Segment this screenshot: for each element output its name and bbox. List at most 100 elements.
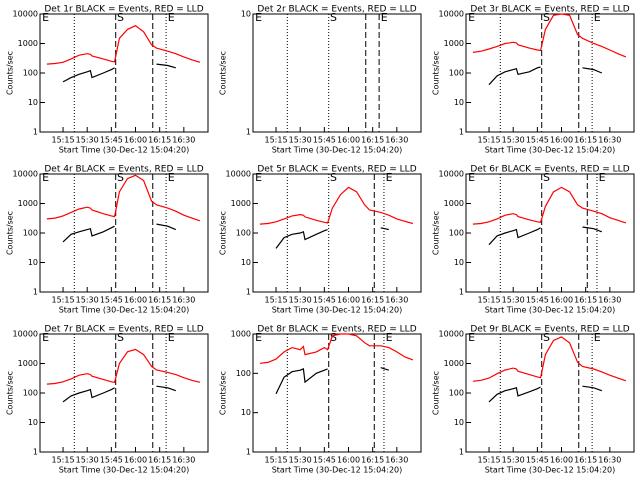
chart-title: Det 1r BLACK = Events, RED = LLD: [44, 5, 203, 15]
y-tick-label: 10: [454, 98, 464, 107]
annotation: E: [468, 331, 475, 344]
x-tick-label: 15:45: [526, 456, 549, 465]
plot-frame: [465, 333, 635, 453]
x-tick-label: 15:45: [313, 296, 336, 305]
annotation: E: [386, 171, 393, 184]
x-tick-label: 15:45: [526, 296, 549, 305]
chart-title: Det 7r BLACK = Events, RED = LLD: [44, 325, 203, 335]
x-tick-label: 15:30: [76, 296, 99, 305]
y-tick-label: 100: [449, 389, 464, 398]
y-tick-label: 1: [33, 288, 38, 297]
x-tick-label: 15:15: [52, 296, 75, 305]
plot-frame: [252, 13, 422, 133]
x-tick-label: 16:15: [361, 296, 384, 305]
annotation: S: [330, 11, 337, 24]
x-tick-label: 16:15: [574, 456, 597, 465]
y-tick-label: 1: [246, 448, 251, 457]
x-tick-label: 16:00: [337, 296, 360, 305]
y-tick-label: 100: [449, 229, 464, 238]
y-tick-label: 1: [459, 128, 464, 137]
series-line: [62, 63, 176, 83]
y-axis-label: Counts/sec: [219, 211, 228, 255]
x-tick-label: 16:00: [337, 136, 360, 145]
y-axis-label: Counts/sec: [432, 211, 441, 255]
series-line: [472, 13, 627, 58]
x-tick-label: 16:30: [172, 136, 195, 145]
y-axis-label: Counts/sec: [432, 51, 441, 95]
series-line: [62, 385, 177, 403]
annotation: E: [599, 171, 606, 184]
x-tick-label: 15:15: [478, 136, 501, 145]
x-tick-label: 16:30: [172, 296, 195, 305]
series-line: [46, 174, 201, 222]
annotation: E: [255, 11, 262, 24]
x-axis-label: Start Time (30-Dec-12 15:04:20): [485, 466, 616, 475]
annotation: E: [168, 11, 175, 24]
y-tick-label: 10000: [13, 170, 38, 179]
annotation: E: [468, 11, 475, 24]
x-axis-label: Start Time (30-Dec-12 15:04:20): [59, 466, 190, 475]
x-tick-label: 15:45: [100, 456, 123, 465]
x-axis-label: Start Time (30-Dec-12 15:04:20): [59, 306, 190, 315]
y-tick-label: 100: [23, 389, 38, 398]
chart-title: Det 8r BLACK = Events, RED = LLD: [257, 325, 416, 335]
annotation: S: [117, 11, 124, 24]
y-axis-label: Counts/sec: [6, 51, 15, 95]
y-axis-label: Counts/sec: [219, 371, 228, 415]
y-tick-label: 1000: [444, 39, 464, 48]
y-tick-label: 10: [28, 98, 38, 107]
x-tick-label: 16:00: [337, 456, 360, 465]
x-tick-label: 16:15: [574, 296, 597, 305]
y-tick-label: 10000: [439, 10, 464, 19]
y-axis-label: Counts/sec: [6, 371, 15, 415]
series-line: [472, 186, 627, 225]
y-tick-label: 1: [33, 448, 38, 457]
annotation: S: [117, 331, 124, 344]
plot-frame: [465, 13, 635, 133]
series-line: [488, 66, 603, 86]
x-tick-label: 15:15: [265, 296, 288, 305]
y-tick-label: 1000: [18, 39, 38, 48]
y-tick-label: 1: [33, 128, 38, 137]
x-tick-label: 15:45: [100, 296, 123, 305]
y-tick-label: 10000: [13, 10, 38, 19]
y-tick-label: 1: [246, 128, 251, 137]
chart-title: Det 3r BLACK = Events, RED = LLD: [470, 5, 629, 15]
chart-title: Det 5r BLACK = Events, RED = LLD: [257, 165, 416, 175]
x-tick-label: 15:15: [52, 456, 75, 465]
x-tick-label: 16:30: [172, 456, 195, 465]
series-line: [46, 25, 201, 65]
y-tick-label: 100: [236, 369, 251, 378]
x-tick-label: 15:30: [289, 296, 312, 305]
chart-title: Det 9r BLACK = Events, RED = LLD: [470, 325, 629, 335]
x-tick-label: 15:15: [478, 296, 501, 305]
x-tick-label: 16:30: [598, 136, 621, 145]
x-tick-label: 15:15: [265, 136, 288, 145]
series-line: [275, 367, 389, 395]
annotation: S: [330, 331, 337, 344]
x-tick-label: 15:30: [289, 456, 312, 465]
y-tick-label: 10: [454, 418, 464, 427]
annotation: E: [594, 11, 601, 24]
x-tick-label: 16:00: [124, 136, 147, 145]
y-tick-label: 10: [241, 408, 251, 417]
y-tick-label: 1000: [18, 199, 38, 208]
plot-frame: [252, 173, 422, 293]
y-tick-label: 10: [241, 258, 251, 267]
series-line: [275, 227, 389, 249]
y-tick-label: 10000: [439, 170, 464, 179]
y-tick-label: 10000: [226, 170, 251, 179]
annotation: E: [386, 331, 393, 344]
y-axis-label: Counts/sec: [6, 211, 15, 255]
x-axis-label: Start Time (30-Dec-12 15:04:20): [59, 146, 190, 155]
y-tick-label: 10000: [13, 330, 38, 339]
y-tick-label: 1000: [444, 199, 464, 208]
plot-frame: [465, 173, 635, 293]
x-tick-label: 16:30: [385, 136, 408, 145]
y-tick-label: 10: [454, 258, 464, 267]
series-line: [488, 385, 603, 403]
series-line: [62, 223, 177, 243]
x-tick-label: 16:15: [148, 296, 171, 305]
plot-frame: [39, 333, 209, 453]
